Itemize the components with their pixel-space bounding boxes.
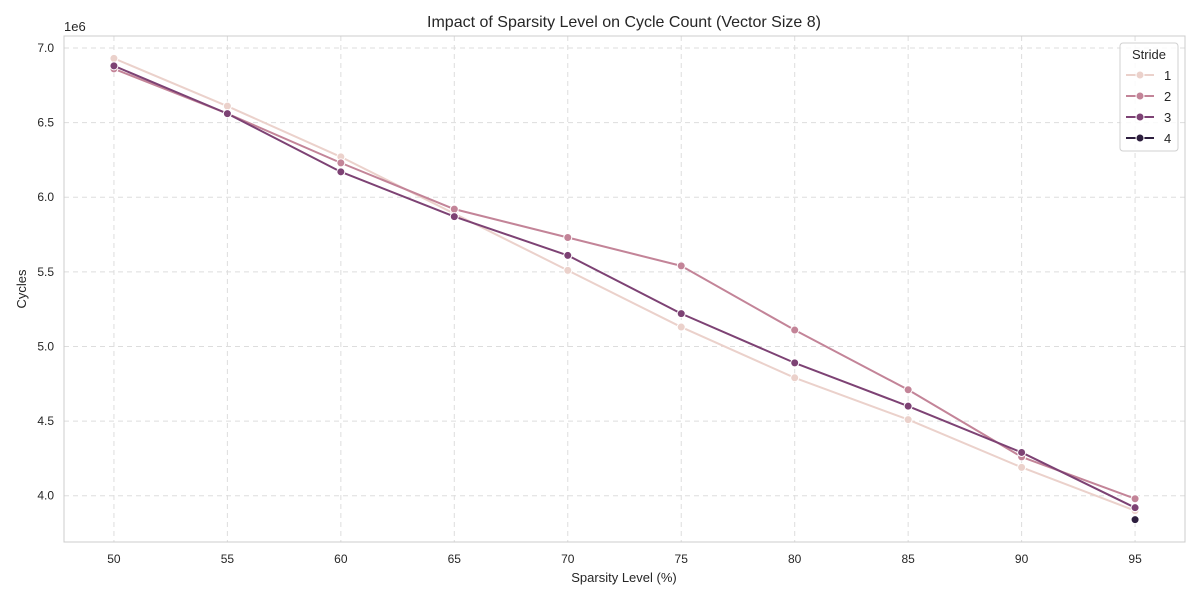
y-tick-label: 7.0: [37, 41, 54, 55]
legend-label: 2: [1164, 89, 1171, 104]
x-tick-label: 50: [107, 552, 121, 566]
series-line: [113, 64, 1136, 509]
x-tick-label: 75: [675, 552, 689, 566]
data-point: [676, 261, 686, 271]
y-axis-label: Cycles: [14, 269, 29, 309]
legend-marker: [1135, 112, 1145, 122]
y-axis-ticks: 4.0 4.5 5.0 5.5 6.0 6.5 7.0: [37, 41, 54, 503]
data-point: [563, 265, 573, 275]
data-point: [1130, 494, 1140, 504]
x-tick-label: 90: [1015, 552, 1029, 566]
y-tick-label: 4.5: [37, 414, 54, 428]
grid: [64, 36, 1185, 542]
legend-marker: [1135, 91, 1145, 101]
data-point: [903, 385, 913, 395]
y-axis-offset-label: 1e6: [64, 19, 86, 34]
legend-item: 4: [1126, 131, 1171, 146]
data-point: [222, 109, 232, 119]
series-4: [1130, 515, 1140, 525]
legend-label: 3: [1164, 110, 1171, 125]
y-tick-label: 4.0: [37, 489, 54, 503]
y-tick-label: 5.5: [37, 265, 54, 279]
legend-marker: [1135, 70, 1145, 80]
legend-item: 3: [1126, 110, 1171, 125]
legend-title: Stride: [1132, 47, 1166, 62]
data-point: [222, 101, 232, 111]
data-point: [109, 53, 119, 63]
legend-label: 4: [1164, 131, 1171, 146]
data-point: [336, 158, 346, 168]
y-tick-label: 5.0: [37, 339, 54, 353]
data-point: [449, 204, 459, 214]
data-point: [1130, 515, 1140, 525]
legend-item: 2: [1126, 89, 1171, 104]
x-tick-label: 60: [334, 552, 348, 566]
data-point: [903, 401, 913, 411]
y-tick-label: 6.5: [37, 116, 54, 130]
data-point: [676, 322, 686, 332]
legend-item: 1: [1126, 68, 1171, 83]
x-tick-label: 65: [448, 552, 462, 566]
chart-title: Impact of Sparsity Level on Cycle Count …: [427, 14, 821, 31]
series-layer: [109, 53, 1140, 525]
series-line: [113, 67, 1136, 500]
data-point: [336, 167, 346, 177]
x-axis-ticks: 50 55 60 65 70 75 80 85 90 95: [107, 552, 1142, 566]
data-point: [109, 61, 119, 71]
x-tick-label: 95: [1128, 552, 1142, 566]
data-point: [563, 233, 573, 243]
legend-marker: [1135, 133, 1145, 143]
data-point: [1017, 447, 1027, 457]
data-point: [563, 250, 573, 260]
legend-label: 1: [1164, 68, 1171, 83]
data-point: [790, 358, 800, 368]
data-point: [449, 212, 459, 222]
x-tick-label: 80: [788, 552, 802, 566]
data-point: [790, 373, 800, 383]
data-point: [676, 309, 686, 319]
series-3: [109, 61, 1140, 513]
data-point: [1130, 503, 1140, 513]
series-line: [113, 57, 1136, 512]
x-axis-label: Sparsity Level (%): [571, 570, 676, 585]
data-point: [1017, 462, 1027, 472]
data-point: [903, 415, 913, 425]
legend-items: 1 2 3 4: [1126, 68, 1171, 146]
plot-frame: [63, 35, 1186, 543]
y-tick-label: 6.0: [37, 190, 54, 204]
x-tick-label: 70: [561, 552, 575, 566]
data-point: [790, 325, 800, 335]
legend: Stride 1 2 3 4: [1119, 42, 1179, 152]
x-tick-label: 85: [901, 552, 915, 566]
x-tick-label: 55: [221, 552, 235, 566]
